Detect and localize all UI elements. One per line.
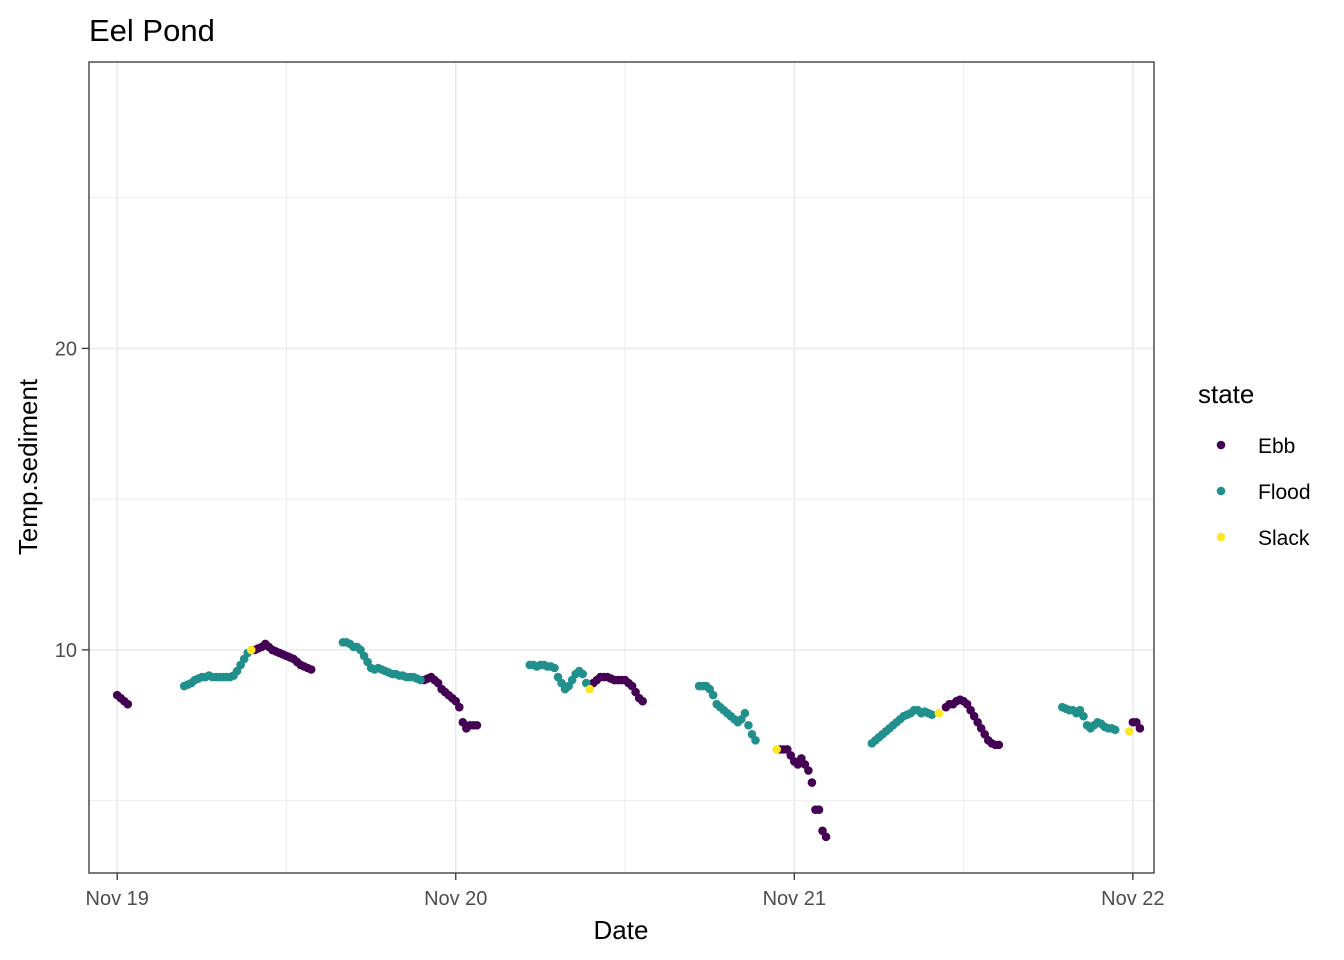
legend-item-ebb: Ebb	[1216, 435, 1295, 458]
legend-label: Flood	[1258, 481, 1311, 504]
data-point	[772, 745, 781, 754]
data-point	[454, 702, 464, 712]
data-points	[112, 638, 1145, 842]
legend-key	[1216, 486, 1226, 496]
legend-title: state	[1198, 379, 1254, 409]
data-point	[416, 675, 425, 685]
plot-panel	[88, 61, 1155, 874]
series-slack	[246, 645, 1134, 754]
legend-label: Slack	[1258, 527, 1310, 550]
data-point	[550, 663, 559, 673]
data-point	[934, 708, 944, 718]
y-tick-label: 10	[55, 640, 77, 662]
data-point	[814, 805, 824, 814]
data-point	[994, 740, 1004, 750]
x-axis: Nov 19 Nov 20 Nov 21 Nov 22	[86, 873, 1165, 910]
data-point	[1110, 725, 1120, 735]
series-flood	[179, 638, 1120, 748]
data-point	[744, 720, 753, 730]
y-tick-label: 20	[55, 338, 77, 360]
data-point	[246, 645, 256, 655]
legend-key	[1216, 532, 1226, 542]
x-tick-label: Nov 19	[86, 888, 149, 910]
data-point	[751, 736, 760, 745]
data-point	[123, 699, 133, 709]
x-tick-label: Nov 20	[424, 888, 487, 910]
data-point	[1135, 723, 1145, 733]
data-point	[740, 708, 750, 718]
x-axis-title: Date	[594, 915, 649, 945]
data-point	[821, 832, 831, 842]
data-point	[807, 778, 817, 787]
data-point	[638, 696, 647, 706]
legend-key	[1216, 440, 1226, 450]
x-tick-label: Nov 22	[1101, 888, 1164, 910]
data-point	[1079, 711, 1088, 721]
chart-title: Eel Pond	[89, 13, 215, 48]
data-point	[1125, 727, 1134, 736]
data-point	[578, 669, 588, 679]
legend-item-flood: Flood	[1216, 481, 1311, 504]
legend-label: Ebb	[1258, 435, 1295, 458]
x-tick-label: Nov 21	[763, 888, 826, 910]
data-point	[804, 766, 813, 775]
data-point	[708, 690, 718, 700]
y-axis: 10 20	[55, 338, 89, 662]
legend: state Ebb Flood Slack	[1198, 379, 1311, 550]
data-point	[585, 684, 595, 694]
series-ebb	[112, 639, 1145, 842]
grid-lines	[89, 62, 1154, 873]
legend-item-slack: Slack	[1216, 527, 1310, 550]
data-point	[306, 665, 316, 674]
data-point	[927, 710, 937, 720]
data-point	[472, 720, 482, 730]
y-axis-title: Temp.sediment	[13, 378, 43, 555]
